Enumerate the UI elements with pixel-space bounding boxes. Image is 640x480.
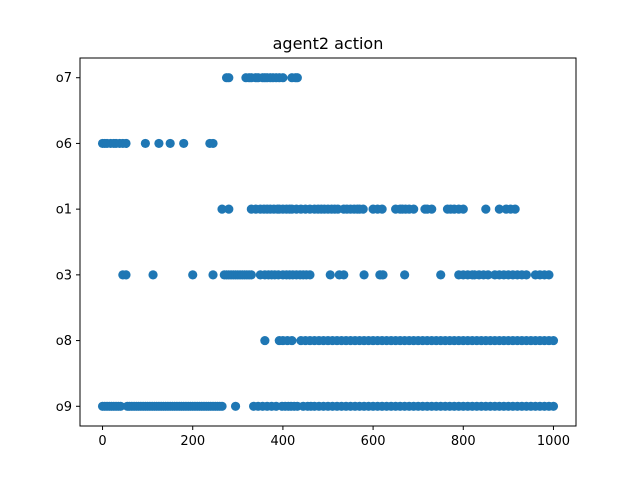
- data-point: [494, 204, 504, 214]
- x-tick-label: 800: [451, 434, 476, 449]
- data-point: [179, 138, 189, 149]
- data-point: [246, 270, 256, 280]
- y-tick-label: o9: [56, 400, 72, 415]
- data-point: [521, 270, 532, 280]
- data-point: [121, 270, 131, 280]
- data-point: [121, 138, 131, 149]
- x-axis: 0 200 400 600 800 1000: [98, 426, 570, 449]
- data-point: [510, 204, 520, 214]
- data-point: [208, 138, 218, 149]
- data-point: [230, 401, 241, 411]
- x-tick-label: 400: [270, 434, 295, 449]
- data-point: [358, 204, 368, 214]
- data-point: [427, 204, 437, 214]
- y-tick-label: o1: [56, 203, 72, 218]
- data-point: [400, 270, 410, 280]
- data-point: [140, 138, 150, 149]
- y-tick-label: o8: [56, 334, 72, 349]
- data-point: [224, 73, 234, 83]
- data-point: [115, 401, 126, 411]
- data-point: [305, 270, 315, 280]
- data-point: [260, 335, 270, 346]
- data-point: [378, 270, 388, 280]
- data-point: [458, 204, 468, 214]
- data-point: [208, 270, 218, 280]
- data-point: [154, 138, 164, 149]
- data-point: [224, 204, 234, 214]
- data-point: [148, 270, 158, 280]
- data-point: [409, 204, 419, 214]
- x-tick-label: 600: [361, 434, 386, 449]
- x-tick-label: 1000: [537, 434, 570, 449]
- data-point: [436, 270, 446, 280]
- y-tick-label: o6: [56, 137, 72, 152]
- data-point: [188, 270, 198, 280]
- data-point: [325, 270, 335, 280]
- data-point: [339, 270, 349, 280]
- y-axis: o9 o8 o3 o1 o6 o7: [56, 71, 80, 415]
- y-tick-label: o7: [56, 71, 72, 86]
- data-point: [548, 335, 559, 346]
- data-point: [544, 270, 554, 280]
- chart-title: agent2 action: [273, 34, 384, 53]
- data-point: [292, 73, 302, 83]
- data-point: [278, 73, 288, 83]
- data-point: [217, 204, 227, 214]
- data-point: [287, 335, 297, 346]
- data-point: [359, 270, 369, 280]
- data-point: [217, 401, 227, 411]
- y-tick-label: o3: [56, 268, 72, 283]
- x-tick-label: 200: [180, 434, 205, 449]
- data-point: [481, 204, 491, 214]
- data-point: [548, 401, 559, 411]
- data-point: [165, 138, 175, 149]
- data-point: [377, 204, 387, 214]
- data-points: [97, 73, 559, 411]
- x-tick-label: 0: [98, 434, 106, 449]
- data-point: [483, 270, 493, 280]
- plot-frame: [79, 57, 577, 427]
